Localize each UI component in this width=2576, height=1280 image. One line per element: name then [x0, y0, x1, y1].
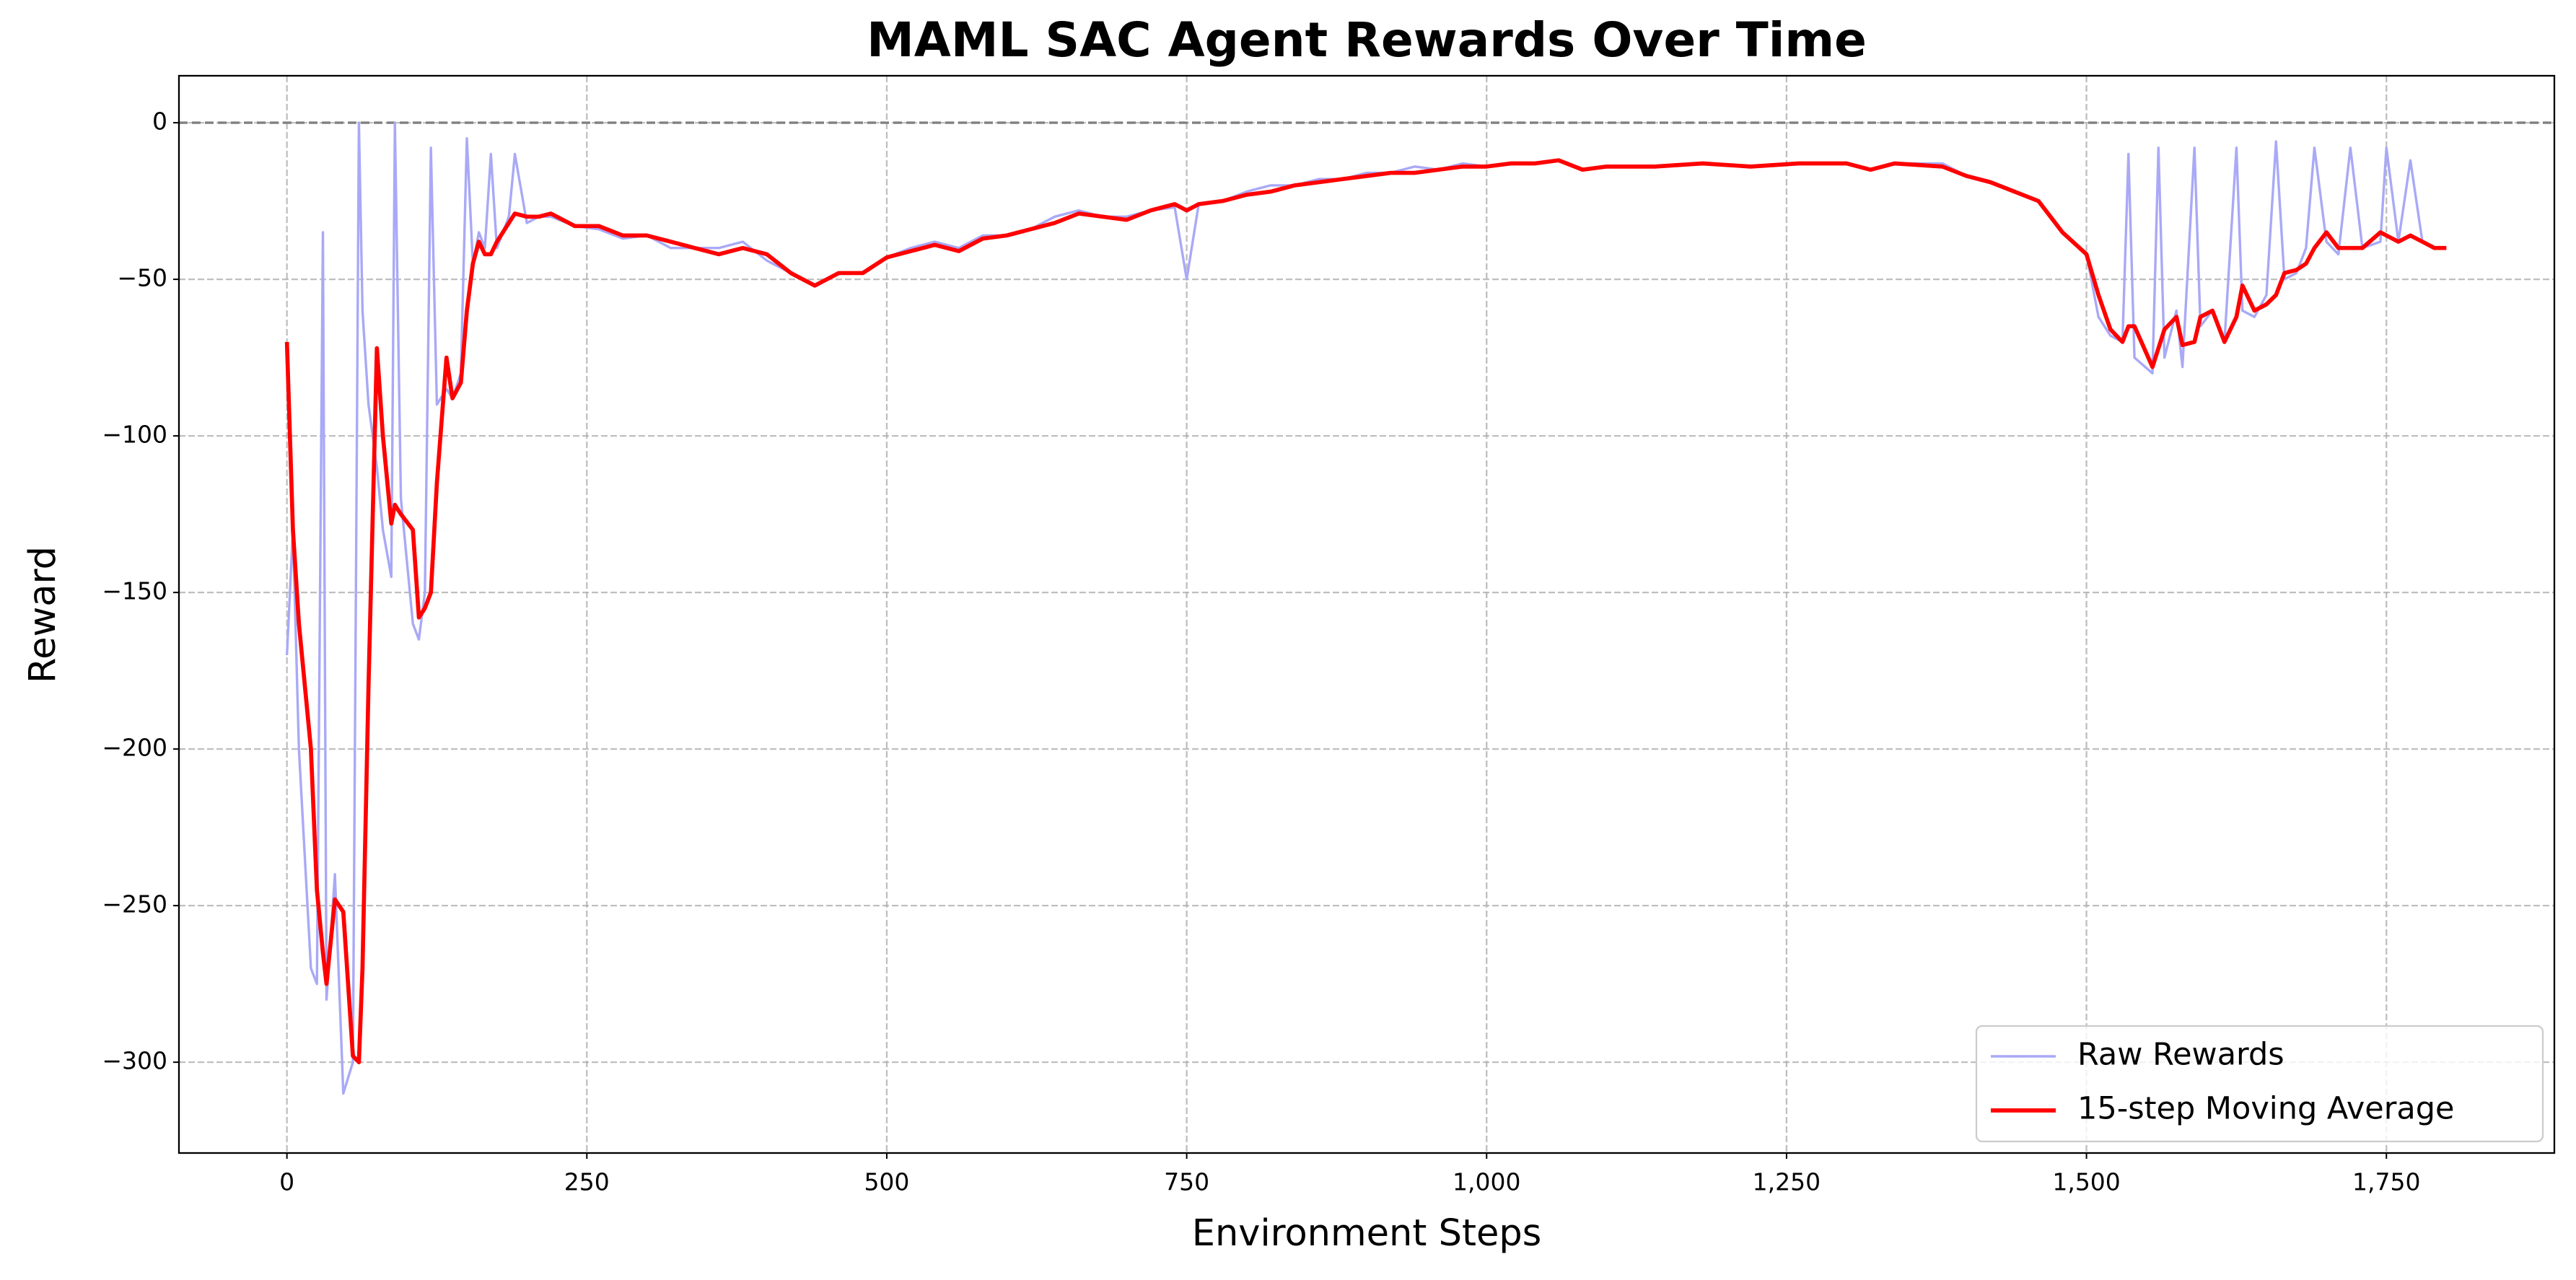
- legend-box: [1975, 1025, 2544, 1143]
- y-tick-label: 0: [152, 108, 167, 136]
- x-tick-label: 250: [564, 1168, 610, 1196]
- y-axis-label: Reward: [22, 546, 64, 683]
- legend: Raw Rewards 15-step Moving Average: [1975, 1025, 2544, 1143]
- legend-label: 15-step Moving Average: [2077, 1091, 2455, 1127]
- x-tick-label: 1,000: [1453, 1168, 1520, 1196]
- y-tick-label: −50: [117, 264, 167, 292]
- data-line: [284, 158, 2447, 1064]
- legend-label: Raw Rewards: [2077, 1037, 2284, 1073]
- y-tick-label: −250: [102, 890, 167, 919]
- y-tick-label: −300: [102, 1047, 167, 1075]
- x-tick-label: 1,500: [2052, 1168, 2120, 1196]
- x-tick-label: 1,250: [1753, 1168, 1821, 1196]
- y-tick-label: −200: [102, 734, 167, 762]
- x-axis-label: Environment Steps: [1192, 1212, 1542, 1255]
- x-tick-label: 1,750: [2352, 1168, 2420, 1196]
- data-line: [285, 121, 2447, 1095]
- y-tick-label: −150: [102, 577, 167, 605]
- x-tick-label: 500: [864, 1168, 909, 1196]
- y-tick-label: −100: [102, 421, 167, 449]
- x-tick-label: 750: [1164, 1168, 1209, 1196]
- plot-frame: [178, 74, 2556, 1154]
- x-tick-label: 0: [279, 1168, 294, 1196]
- chart-title: MAML SAC Agent Rewards Over Time: [867, 12, 1867, 68]
